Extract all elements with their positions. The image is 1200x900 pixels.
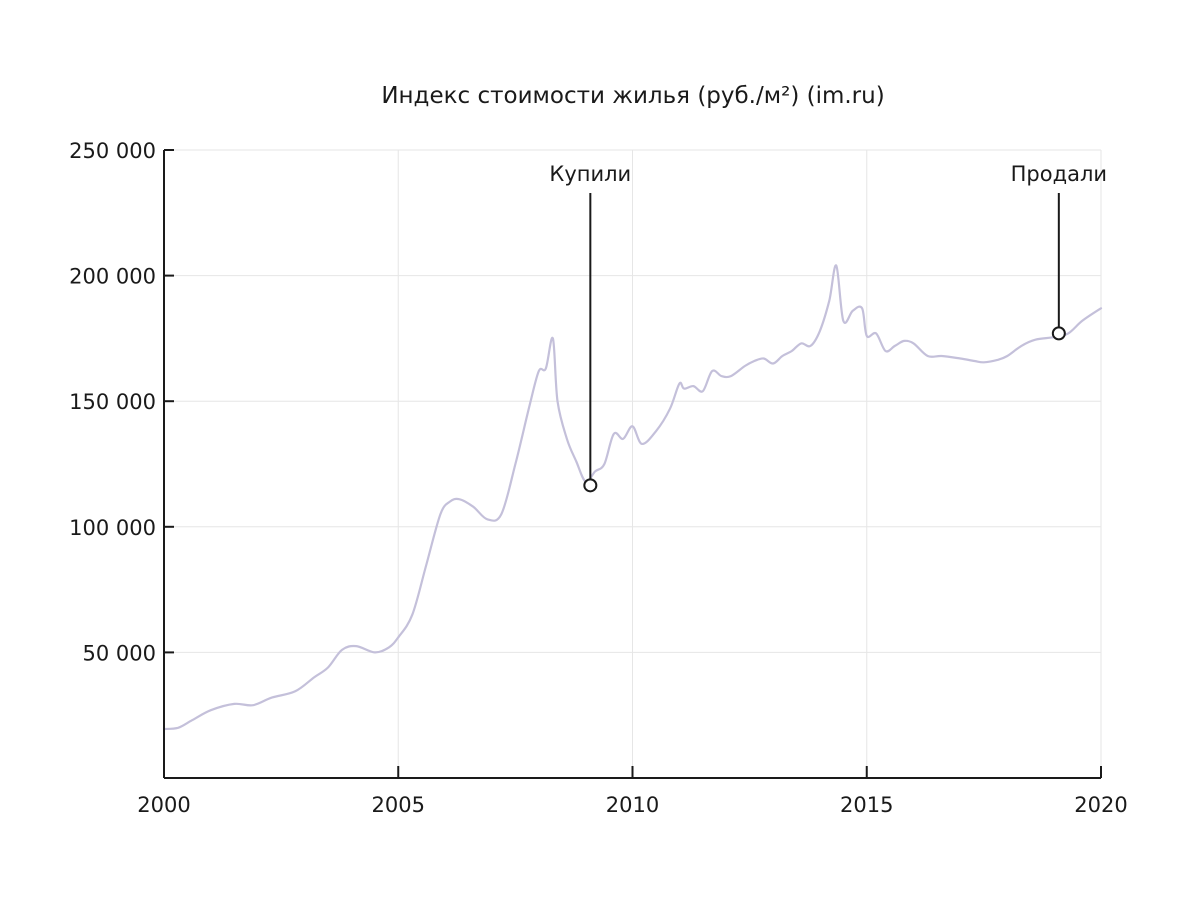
x-tick-label: 2000 bbox=[137, 793, 190, 817]
series-line bbox=[162, 264, 1103, 731]
y-tick-label: 250 000 bbox=[69, 139, 156, 163]
chart-title: Индекс стоимости жилья (руб./м²) (im.ru) bbox=[381, 83, 884, 109]
y-tick-label: 100 000 bbox=[69, 516, 156, 540]
annotation-marker bbox=[1051, 326, 1066, 341]
annotation-label: Продали bbox=[1011, 162, 1107, 186]
annotation-marker bbox=[583, 478, 598, 493]
annotations: Купили Продали bbox=[549, 162, 1107, 493]
x-tick-label: 2020 bbox=[1074, 793, 1127, 817]
x-tick-label: 2010 bbox=[606, 793, 659, 817]
x-tick-label: 2005 bbox=[372, 793, 425, 817]
y-tick-label: 200 000 bbox=[69, 265, 156, 289]
y-tick-label: 150 000 bbox=[69, 390, 156, 414]
x-tick-label: 2015 bbox=[840, 793, 893, 817]
axes: 50 000 100 000 150 000 200 000 250 000 2000 20… bbox=[69, 139, 1128, 817]
annotation-label: Купили bbox=[549, 162, 631, 186]
y-tick-label: 50 000 bbox=[83, 641, 156, 665]
series-layer bbox=[162, 264, 1103, 731]
grid bbox=[163, 149, 1102, 778]
